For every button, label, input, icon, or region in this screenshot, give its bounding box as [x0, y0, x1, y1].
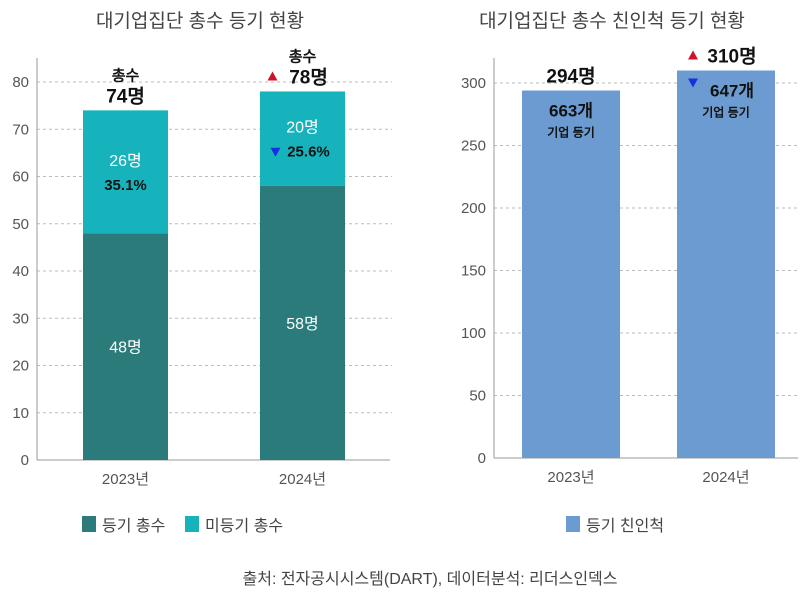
legend-swatch	[566, 516, 580, 532]
up-triangle-icon	[267, 71, 278, 81]
data-label: 48명	[109, 339, 142, 357]
bar-segment-registered	[522, 90, 620, 458]
total-heading: 총수	[112, 67, 140, 84]
company-sublabel: 기업 등기	[702, 105, 750, 120]
y-tick-label: 10	[12, 405, 29, 422]
down-triangle-icon	[688, 78, 698, 88]
y-tick-label: 50	[12, 216, 29, 233]
y-tick-label: 0	[21, 452, 29, 469]
total-label: 78명	[289, 66, 328, 88]
y-tick-label: 70	[12, 121, 29, 138]
y-tick-label: 150	[461, 263, 486, 280]
source-note: 출처: 전자공시시스템(DART), 데이터분석: 리더스인덱스	[243, 570, 618, 588]
y-tick-label: 300	[461, 75, 486, 92]
total-label: 74명	[106, 85, 145, 107]
legend-label: 등기 친인척	[586, 517, 664, 535]
y-tick-label: 0	[478, 450, 486, 467]
x-tick-label: 2024년	[279, 471, 326, 488]
y-tick-label: 80	[12, 74, 29, 91]
y-tick-label: 20	[12, 358, 29, 375]
data-label: 20명	[286, 119, 319, 137]
percent-label: 35.1%	[104, 177, 147, 194]
y-tick-label: 30	[12, 310, 29, 327]
down-triangle-icon	[270, 147, 281, 157]
data-label: 310명	[707, 46, 756, 68]
bar-segment-registered	[260, 185, 345, 460]
y-tick-label: 50	[469, 388, 486, 405]
bar-segment-unregistered	[260, 91, 345, 186]
data-label: 58명	[286, 315, 319, 333]
total-heading: 총수	[289, 48, 317, 65]
y-tick-label: 100	[461, 325, 486, 342]
legend-swatch	[185, 516, 199, 532]
legend-label: 미등기 총수	[205, 517, 283, 535]
up-triangle-icon	[688, 50, 698, 60]
data-label: 26명	[109, 152, 142, 170]
bar-segment-registered	[677, 70, 775, 458]
y-tick-label: 60	[12, 169, 29, 186]
percent-label: 25.6%	[287, 144, 330, 161]
x-tick-label: 2024년	[702, 469, 749, 486]
legend-swatch	[82, 516, 96, 532]
company-sublabel: 기업 등기	[547, 125, 595, 140]
bar-segment-unregistered	[83, 110, 168, 234]
legend-label: 등기 총수	[102, 517, 165, 535]
company-count-label: 663개	[549, 102, 593, 121]
data-label: 294명	[546, 66, 595, 88]
bar-segment-registered	[83, 233, 168, 460]
y-tick-label: 40	[12, 263, 29, 280]
y-tick-label: 200	[461, 200, 486, 217]
company-count-label: 647개	[710, 82, 754, 101]
chart-title: 대기업집단 총수 등기 현황	[96, 10, 304, 32]
chart-title: 대기업집단 총수 친인척 등기 현황	[479, 10, 745, 32]
y-tick-label: 250	[461, 138, 486, 155]
x-tick-label: 2023년	[102, 471, 149, 488]
x-tick-label: 2023년	[547, 469, 594, 486]
